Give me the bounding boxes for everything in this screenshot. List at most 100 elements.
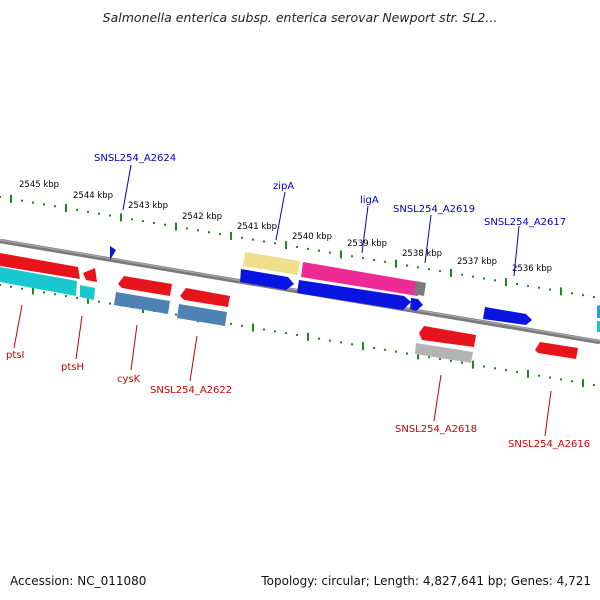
gene-cyan-2[interactable] [80,285,95,300]
gene-SNSL254_A2622[interactable] [180,288,230,307]
upper-scale-major-tick [10,194,12,203]
label-SNSL254_A2622[interactable]: SNSL254_A2622 [150,385,232,396]
label-ligA[interactable]: ligA [360,195,379,206]
upper-scale-major-tick [65,204,67,213]
upper-scale-dot [428,268,430,271]
label-SNSL254_A2616[interactable]: SNSL254_A2616 [508,439,590,450]
lower-scale-dot [450,359,452,362]
upper-scale-dot [32,201,34,204]
upper-scale-dot [164,223,166,226]
label-SNSL254_A2624[interactable]: SNSL254_A2624 [94,153,176,164]
gene-SNSL254_A2617[interactable] [483,307,532,325]
gene-ptsH[interactable] [83,268,97,282]
lower-scale-dot [373,346,375,349]
scale-label-2540: 2540 kbp [292,232,332,242]
gene-right-cyan[interactable] [597,321,600,332]
label-zipA[interactable]: zipA [273,181,294,192]
gene-gray[interactable] [415,343,473,363]
upper-scale-dot [307,247,309,250]
lower-scale-dot [516,371,518,374]
gene-cysK[interactable] [118,276,172,296]
upper-scale-major-tick [175,222,177,231]
upper-scale-dot [417,266,419,269]
label-SNSL254_A2618[interactable]: SNSL254_A2618 [395,424,477,435]
lower-scale-dot [549,376,551,379]
upper-scale-dot [571,292,573,295]
lower-scale-major-tick [582,379,584,388]
scale-label-2541: 2541 kbp [237,222,277,232]
genes [0,246,600,363]
gene-steelblue-1[interactable] [114,292,170,314]
lower-scale-dot [340,341,342,344]
gene-small-blue-marker[interactable] [110,246,116,260]
lower-scale-dot [65,295,67,298]
upper-scale-dot [109,214,111,217]
upper-scale-dot [153,221,155,224]
lower-scale-dot [241,324,243,327]
leader-SNSL254_A2624 [122,164,132,211]
upper-scale-dot [252,238,254,241]
upper-scale-dot [87,210,89,213]
lower-scale-dot [109,302,111,305]
upper-scale-dot [296,245,298,248]
lower-scale-dot [351,343,353,346]
upper-scale-dot [494,279,496,282]
upper-scale-dot [142,220,144,223]
lower-scale-dot [230,322,232,325]
upper-scale-dot [98,212,100,215]
lower-scale-dot [329,339,331,342]
upper-scale-major-tick [120,213,122,222]
lower-scale-dot [593,383,595,386]
upper-scale-major-tick [285,241,287,250]
gene-blue-1[interactable] [240,269,294,290]
leader-SNSL254_A2617 [513,225,520,277]
upper-scale-dot [351,255,353,258]
upper-scale-dot [263,240,265,243]
gene-ptsI[interactable] [0,253,80,279]
lower-scale-dot [285,332,287,335]
upper-scale-dot [43,203,45,206]
gene-cyan-1[interactable] [0,267,77,296]
label-cysK[interactable]: cysK [117,374,141,385]
upper-scale-dot [538,286,540,289]
gene-ligA[interactable] [301,262,420,296]
leader-SNSL254_A2616 [544,390,552,437]
upper-scale-dot [197,229,199,232]
upper-scale-dot [208,231,210,234]
gene-steelblue-2[interactable] [177,304,227,326]
upper-scale-dot [527,284,529,287]
lower-scale-dot [494,367,496,370]
gene-SNSL254_A2618[interactable] [419,326,476,347]
upper-scale-dot [373,258,375,261]
upper-scale-dot [131,218,133,221]
upper-scale-dot [406,264,408,267]
lower-scale-dot [483,365,485,368]
scale-labels: 2545 kbp 2544 kbp 2543 kbp 2542 kbp 2541… [19,180,552,274]
gene-blue-2[interactable] [297,280,411,310]
leader-SNSL254_A2618 [433,374,442,422]
lower-scale-dot [505,369,507,372]
label-SNSL254_A2619[interactable]: SNSL254_A2619 [393,204,475,215]
lower-scale-major-tick [417,351,419,360]
label-SNSL254_A2617[interactable]: SNSL254_A2617 [484,217,566,228]
leader-ptsI [13,304,23,349]
upper-scale-dot [219,233,221,236]
upper-scale-dot [0,196,1,198]
scale-label-2538: 2538 kbp [402,249,442,259]
upper-scale-major-tick [395,259,397,268]
gene-blue-3[interactable] [410,298,423,311]
label-ptsI[interactable]: ptsI [6,350,24,361]
upper-scale-dot [593,295,595,298]
upper-scale-dot [483,277,485,280]
label-ptsH[interactable]: ptsH [61,362,84,373]
gene-blue-right[interactable] [597,305,600,318]
lower-scale-major-tick [32,286,34,295]
gene-ligA-end[interactable] [414,281,426,296]
lower-scale-major-tick [362,342,364,351]
upper-scale-dot [21,199,23,202]
gene-zipA[interactable] [243,252,300,275]
gene-SNSL254_A2616[interactable] [535,342,578,359]
scale-label-2536: 2536 kbp [512,264,552,274]
